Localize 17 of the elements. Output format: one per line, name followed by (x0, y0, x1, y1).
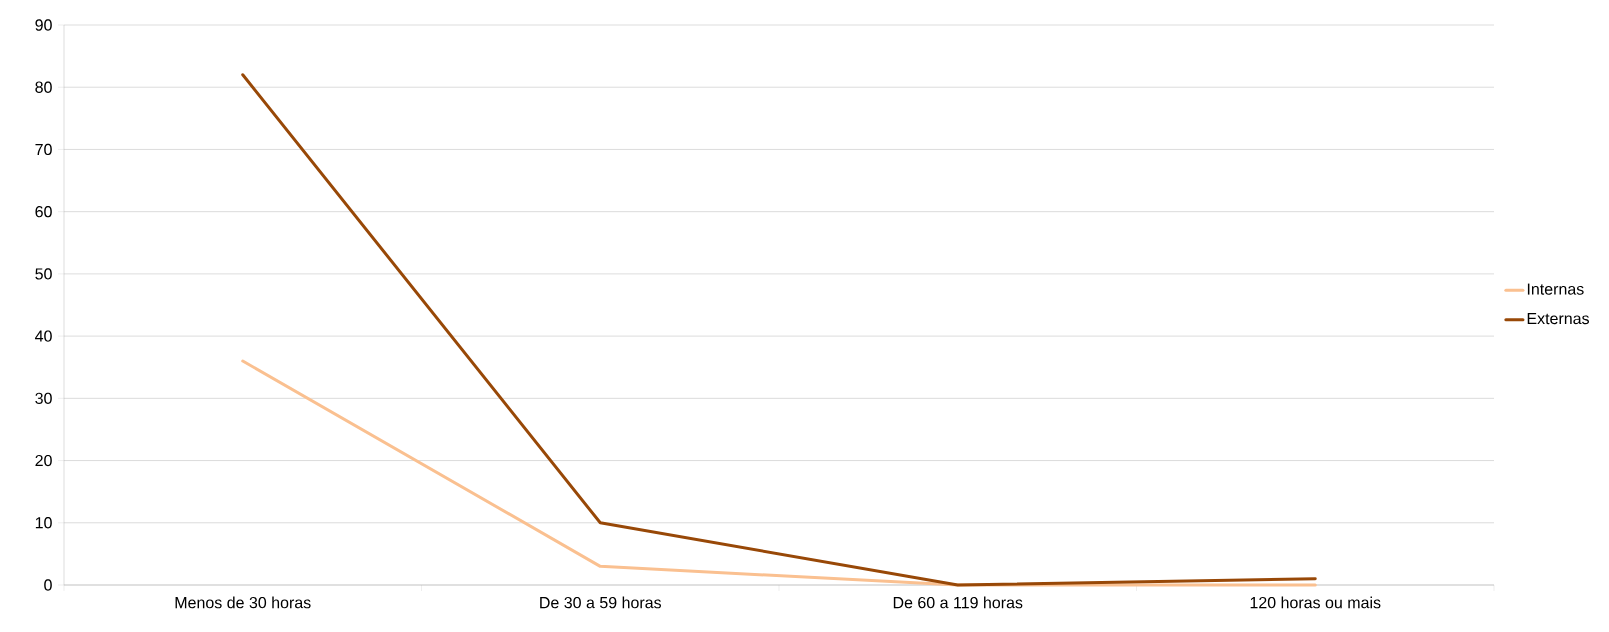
y-tick-label: 0 (44, 579, 52, 591)
y-tick-label: 20 (35, 454, 52, 467)
y-tick-label: 70 (35, 143, 52, 156)
y-tick-label: 90 (35, 19, 52, 31)
y-tick-label: 50 (35, 268, 52, 280)
y-tick-label: 60 (35, 206, 52, 218)
legend-label: Externas (1527, 313, 1589, 325)
x-tick-label: Menos de 30 horas (175, 596, 311, 609)
x-tick-label: De 30 a 59 horas (540, 596, 662, 609)
y-tick-label: 30 (35, 392, 52, 404)
line-series (241, 73, 1317, 587)
y-tick-label: 10 (35, 517, 52, 529)
y-tick-label: 80 (35, 81, 52, 93)
x-tick-label: De 60 a 119 horas (893, 596, 1023, 609)
legend-label: Internas (1527, 283, 1584, 295)
y-tick-label: 40 (35, 330, 52, 342)
x-tick-label: 120 horas ou mais (1250, 596, 1381, 609)
